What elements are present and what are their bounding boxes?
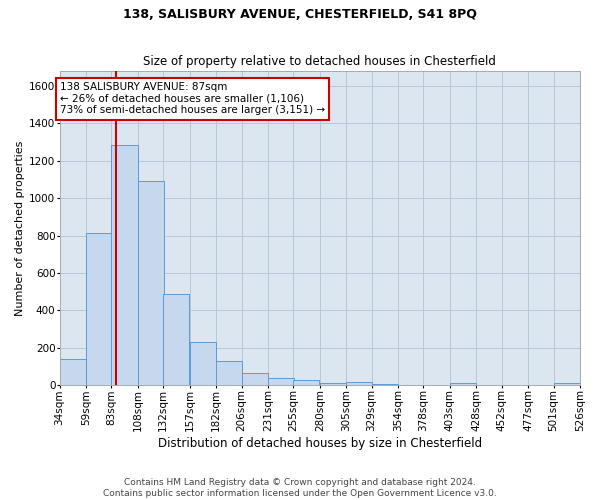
Title: Size of property relative to detached houses in Chesterfield: Size of property relative to detached ho… xyxy=(143,56,496,68)
Bar xyxy=(268,378,294,385)
Bar xyxy=(242,372,268,385)
Bar xyxy=(163,294,190,385)
Bar xyxy=(112,145,137,385)
Bar xyxy=(554,382,580,385)
Bar xyxy=(371,384,398,385)
Bar xyxy=(450,382,476,385)
Y-axis label: Number of detached properties: Number of detached properties xyxy=(15,140,25,316)
Bar xyxy=(346,382,373,385)
Bar xyxy=(138,182,164,385)
Bar xyxy=(293,380,319,385)
X-axis label: Distribution of detached houses by size in Chesterfield: Distribution of detached houses by size … xyxy=(158,437,482,450)
Text: 138, SALISBURY AVENUE, CHESTERFIELD, S41 8PQ: 138, SALISBURY AVENUE, CHESTERFIELD, S41… xyxy=(123,8,477,20)
Bar xyxy=(59,359,86,385)
Bar xyxy=(190,342,216,385)
Bar xyxy=(86,233,112,385)
Text: 138 SALISBURY AVENUE: 87sqm
← 26% of detached houses are smaller (1,106)
73% of : 138 SALISBURY AVENUE: 87sqm ← 26% of det… xyxy=(60,82,325,116)
Bar xyxy=(216,361,242,385)
Text: Contains HM Land Registry data © Crown copyright and database right 2024.
Contai: Contains HM Land Registry data © Crown c… xyxy=(103,478,497,498)
Bar xyxy=(320,382,346,385)
